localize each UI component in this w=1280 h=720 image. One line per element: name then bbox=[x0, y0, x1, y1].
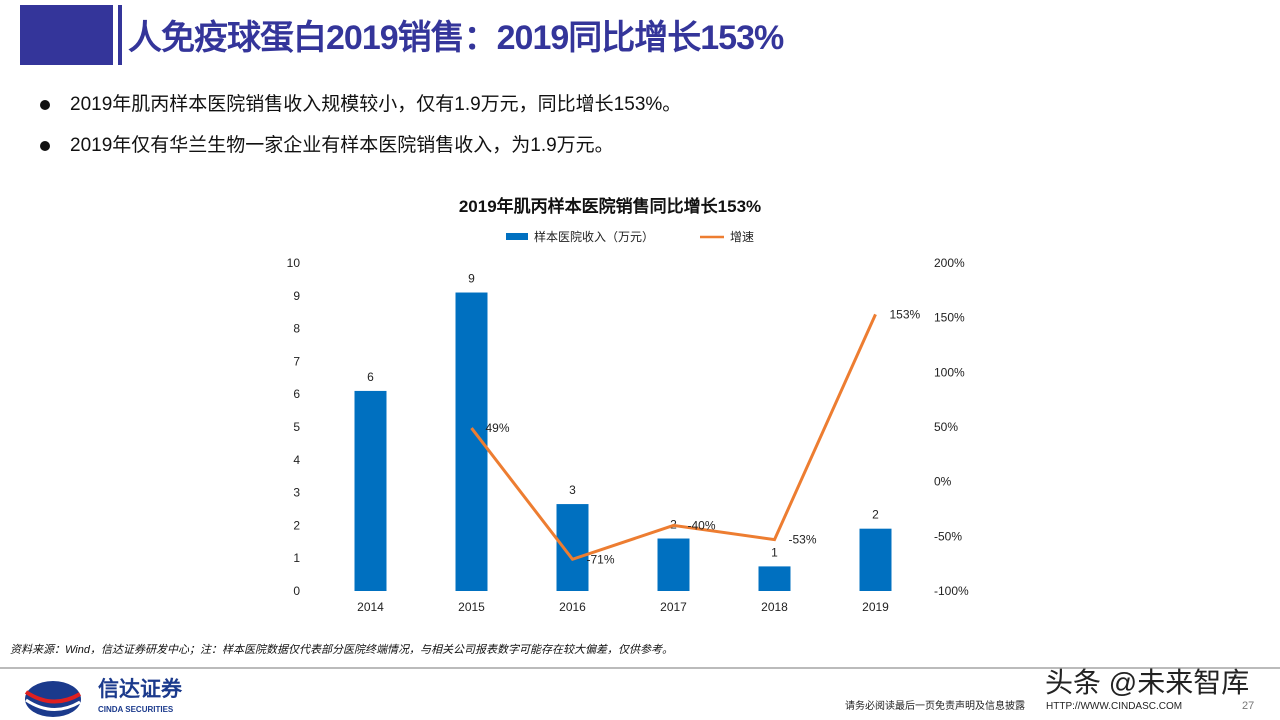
x-axis-tick: 2018 bbox=[761, 600, 788, 614]
right-axis-tick: 0% bbox=[934, 475, 952, 489]
right-axis-tick: 150% bbox=[934, 311, 965, 325]
bar-2019 bbox=[859, 528, 892, 591]
left-axis-tick: 5 bbox=[293, 420, 300, 434]
x-axis-tick: 2014 bbox=[357, 600, 384, 614]
bar-2017 bbox=[657, 538, 690, 591]
source-note: 资料来源：Wind，信达证券研发中心；注：样本医院数据仅代表部分医院终端情况，与… bbox=[10, 644, 673, 656]
legend-bar-swatch bbox=[506, 233, 528, 240]
left-axis-tick: 7 bbox=[293, 354, 300, 368]
page-number: 27 bbox=[1242, 700, 1255, 712]
left-axis-tick: 3 bbox=[293, 486, 300, 500]
footer-divider bbox=[0, 667, 1280, 669]
bar-label: 1 bbox=[771, 545, 778, 559]
left-axis-tick: 9 bbox=[293, 289, 300, 303]
line-label: 153% bbox=[890, 307, 921, 321]
line-label: -40% bbox=[688, 518, 716, 532]
cinda-logo-icon bbox=[24, 681, 82, 717]
left-axis-tick: 2 bbox=[293, 518, 300, 532]
right-axis-tick: -50% bbox=[934, 529, 962, 543]
bullet-1: 2019年肌丙样本医院销售收入规模较小，仅有1.9万元，同比增长153%。 bbox=[40, 89, 681, 116]
page-title: 人免疫球蛋白2019销售：2019同比增长153% bbox=[128, 19, 784, 57]
x-axis-tick: 2016 bbox=[559, 600, 586, 614]
left-axis-tick: 1 bbox=[293, 551, 300, 565]
left-axis-tick: 6 bbox=[293, 387, 300, 401]
bar-label: 9 bbox=[468, 272, 475, 286]
disclaimer: 请务必阅读最后一页免责声明及信息披露 bbox=[845, 701, 1025, 712]
chart-title: 2019年肌丙样本医院销售同比增长153% bbox=[458, 197, 762, 216]
left-axis-tick: 8 bbox=[293, 322, 300, 336]
bar-label: 3 bbox=[569, 483, 576, 497]
bullet-2: 2019年仅有华兰生物一家企业有样本医院销售收入，为1.9万元。 bbox=[40, 130, 614, 157]
left-axis-tick: 0 bbox=[293, 584, 300, 598]
title-block bbox=[20, 5, 113, 65]
bullet-dot-icon bbox=[40, 99, 50, 110]
logo-cn: 信达证券 bbox=[98, 678, 182, 701]
legend-line-label: 增速 bbox=[730, 230, 754, 244]
right-axis-tick: 50% bbox=[934, 420, 958, 434]
line-label: -53% bbox=[789, 533, 817, 547]
bar-2014 bbox=[354, 390, 387, 591]
chart: 样本医院收入（万元） 增速 0 1 2 3 4 5 6 7 8 9 10 -100% -50% 0% 50%… bbox=[287, 229, 969, 614]
bar-label: 6 bbox=[367, 370, 374, 384]
right-axis-tick: 100% bbox=[934, 365, 965, 379]
line-label: -71% bbox=[587, 552, 615, 566]
x-axis-tick: 2017 bbox=[660, 600, 687, 614]
line-label: 49% bbox=[486, 421, 510, 435]
right-axis-tick: -100% bbox=[934, 584, 969, 598]
x-axis-tick: 2019 bbox=[862, 600, 889, 614]
left-axis-tick: 4 bbox=[293, 453, 300, 467]
watermark: 头条 @未来智库 bbox=[1045, 667, 1250, 698]
bar-2018 bbox=[758, 566, 791, 591]
x-axis-tick: 2015 bbox=[458, 600, 485, 614]
right-axis-tick: 200% bbox=[934, 256, 965, 270]
title-divider bbox=[118, 5, 122, 65]
logo-en: CINDA SECURITIES bbox=[98, 705, 174, 714]
bullet-text: 2019年肌丙样本医院销售收入规模较小，仅有1.9万元，同比增长153%。 bbox=[70, 94, 682, 115]
legend-bar-label: 样本医院收入（万元） bbox=[534, 229, 654, 244]
bar-2016 bbox=[556, 504, 589, 591]
website-link[interactable]: HTTP://WWW.CINDASC.COM bbox=[1046, 701, 1183, 712]
bullet-text: 2019年仅有华兰生物一家企业有样本医院销售收入，为1.9万元。 bbox=[70, 135, 614, 156]
left-axis-tick: 10 bbox=[287, 256, 301, 270]
bullet-dot-icon bbox=[40, 140, 50, 151]
bar-label: 2 bbox=[872, 508, 879, 522]
growth-line bbox=[470, 313, 877, 562]
